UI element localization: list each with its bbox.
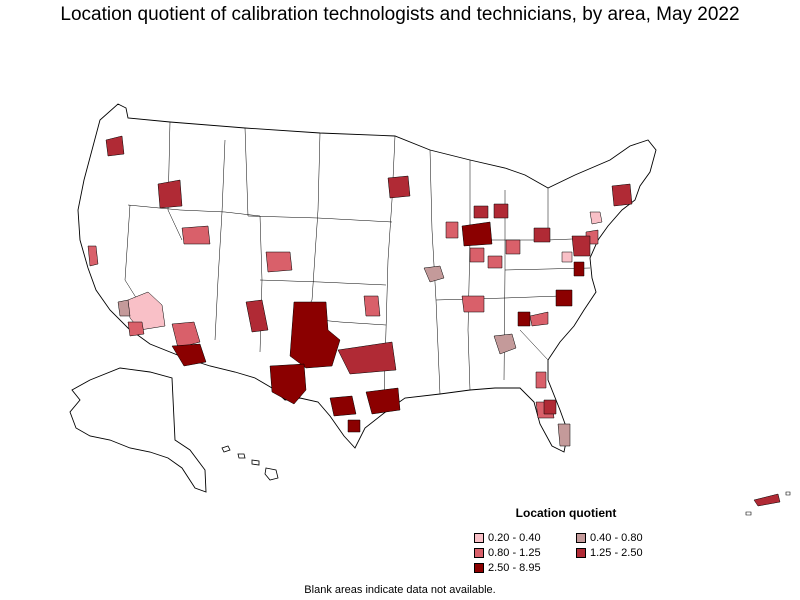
area-arizona-nonmetro bbox=[127, 291, 166, 331]
area-indiana-north bbox=[473, 205, 489, 219]
area-portland bbox=[105, 135, 125, 157]
area-charlotte bbox=[517, 311, 531, 327]
legend-swatch bbox=[474, 532, 484, 543]
area-ohio-east bbox=[533, 227, 551, 243]
area-carolinas bbox=[529, 311, 549, 327]
alaska-outline bbox=[69, 367, 207, 493]
area-west-texas-south bbox=[269, 363, 307, 405]
area-corpus-christi bbox=[347, 419, 361, 433]
legend-item-1-25-2-50: 1.25 - 2.50 bbox=[576, 546, 643, 559]
legend-label: 2.50 - 8.95 bbox=[488, 561, 541, 574]
area-boise bbox=[157, 179, 183, 209]
area-houston bbox=[365, 387, 401, 415]
legend-item-0-80-1-25: 0.80 - 1.25 bbox=[474, 546, 541, 559]
area-austin bbox=[329, 395, 357, 417]
area-kentucky bbox=[487, 255, 503, 269]
footnote: Blank areas indicate data not available. bbox=[304, 584, 496, 596]
area-orlando bbox=[543, 399, 557, 415]
legend-label: 1.25 - 2.50 bbox=[590, 546, 643, 559]
area-east-texas bbox=[337, 341, 397, 375]
area-new-jersey bbox=[571, 235, 591, 257]
area-1-25-2-50 bbox=[105, 135, 781, 507]
legend-swatch bbox=[474, 547, 484, 558]
area-west-texas bbox=[289, 301, 341, 369]
territories bbox=[745, 491, 791, 516]
legend-label: 0.20 - 0.40 bbox=[488, 531, 541, 544]
legend-item-0-40-0-80: 0.40 - 0.80 bbox=[576, 531, 643, 544]
legend-swatch bbox=[474, 562, 484, 573]
area-denver bbox=[181, 225, 211, 245]
area-virginia-north bbox=[561, 251, 573, 263]
area-tennessee bbox=[461, 295, 485, 313]
area-2-50-8-95 bbox=[171, 221, 585, 433]
area-san-diego bbox=[127, 321, 145, 337]
hawaii-islands bbox=[221, 445, 279, 481]
area-michigan bbox=[493, 203, 509, 219]
legend-swatch bbox=[576, 547, 586, 558]
legend-swatch bbox=[576, 532, 586, 543]
area-tucson bbox=[171, 343, 207, 367]
area-puerto-rico bbox=[753, 493, 781, 507]
legend-label: 0.40 - 0.80 bbox=[590, 531, 643, 544]
area-indiana bbox=[469, 247, 485, 263]
area-new-mexico bbox=[245, 299, 269, 333]
area-southern-california bbox=[117, 299, 131, 317]
virgin-islands bbox=[745, 491, 791, 516]
area-florida-east bbox=[557, 423, 571, 447]
area-virginia-south bbox=[555, 289, 573, 307]
legend-item-0-20-0-40: 0.20 - 0.40 bbox=[474, 531, 541, 544]
area-new-england bbox=[611, 183, 633, 207]
area-georgia bbox=[493, 333, 517, 355]
area-0-40-0-80 bbox=[117, 265, 571, 447]
area-0-20-0-40 bbox=[127, 211, 603, 331]
area-wisconsin bbox=[387, 175, 411, 199]
area-chicago bbox=[461, 221, 493, 247]
area-jacksonville bbox=[535, 371, 547, 389]
area-bay-area bbox=[87, 245, 99, 267]
legend-label: 0.80 - 1.25 bbox=[488, 546, 541, 559]
area-ohio bbox=[505, 239, 521, 255]
map-title: Location quotient of calibration technol… bbox=[60, 4, 740, 25]
area-colorado-south bbox=[265, 251, 293, 273]
area-pennsylvania-east bbox=[589, 211, 603, 225]
area-illinois-west bbox=[445, 221, 459, 239]
area-missouri bbox=[423, 265, 445, 283]
legend-title: Location quotient bbox=[515, 506, 617, 520]
area-maryland bbox=[573, 261, 585, 277]
area-phoenix bbox=[171, 321, 201, 349]
legend-item-2-50-8-95: 2.50 - 8.95 bbox=[474, 561, 541, 574]
area-oklahoma bbox=[363, 295, 381, 317]
